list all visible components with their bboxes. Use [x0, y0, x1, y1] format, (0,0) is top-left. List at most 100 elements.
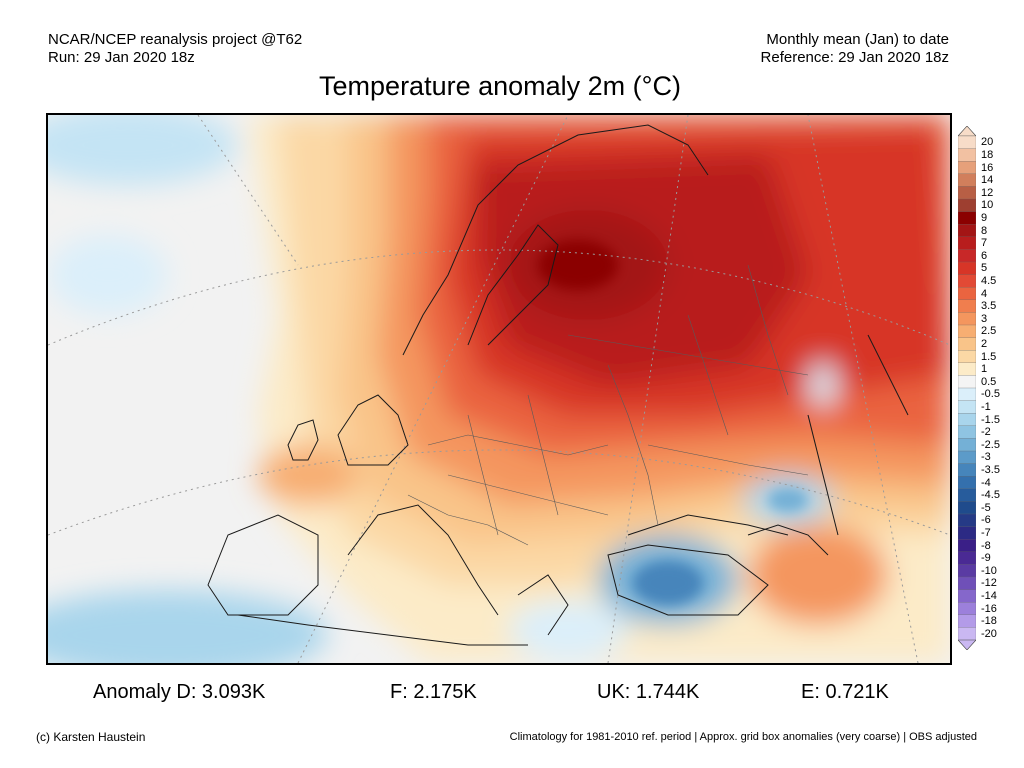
colorbar-segment — [957, 211, 977, 225]
colorbar-segment — [957, 161, 977, 175]
colorbar-segment — [957, 564, 977, 578]
colorbar-tick-label: -2 — [981, 426, 991, 439]
colorbar-segment — [957, 224, 977, 238]
colorbar-segment — [957, 350, 977, 364]
colorbar-tick-label: -0.5 — [981, 388, 1000, 401]
anomaly-map-canvas — [48, 115, 950, 663]
colorbar-tick-label: -7 — [981, 526, 991, 539]
colorbar-segment — [957, 173, 977, 187]
colorbar-tick-label: -1 — [981, 400, 991, 413]
colorbar-segment — [957, 513, 977, 528]
anomaly-uk: UK: 1.744K — [597, 681, 700, 703]
colorbar-segment — [957, 413, 977, 427]
colorbar-tick-label: -12 — [981, 577, 997, 590]
colorbar-tick-label: 12 — [981, 186, 994, 199]
colorbar — [957, 125, 977, 651]
colorbar-tick-label: 0.5 — [981, 375, 997, 388]
model-run-title: NCAR/NCEP reanalysis project @T62 — [48, 31, 303, 48]
colorbar-tick-label: -5 — [981, 501, 991, 514]
colorbar-segment — [957, 589, 977, 603]
colorbar-segment — [957, 450, 977, 465]
colorbar-segment — [957, 438, 977, 452]
colorbar-tick-label: -3.5 — [981, 463, 1000, 476]
averaging-period: Monthly mean (Jan) to date — [766, 31, 949, 48]
colorbar-tick-label: -20 — [981, 627, 997, 640]
colorbar-tick-label: 4.5 — [981, 274, 997, 287]
colorbar-segment — [957, 249, 977, 263]
colorbar-segment — [957, 135, 977, 150]
colorbar-segment — [957, 488, 977, 502]
colorbar-tick-label: 1.5 — [981, 350, 997, 363]
colorbar-tick-label: 3.5 — [981, 300, 997, 313]
colorbar-tick-label: -14 — [981, 589, 997, 602]
anomaly-spain: E: 0.721K — [801, 681, 889, 703]
colorbar-tick-label: -10 — [981, 564, 997, 577]
anomaly-detail — [538, 240, 808, 605]
colorbar-tick-label: 8 — [981, 224, 988, 237]
colorbar-tick-label: 2 — [981, 337, 988, 350]
colorbar-segment — [957, 299, 977, 313]
colorbar-tick-label: 18 — [981, 148, 994, 161]
colorbar-segment — [957, 236, 977, 250]
colorbar-tick-label: 7 — [981, 237, 988, 250]
colorbar-tick-label: -2.5 — [981, 438, 1000, 451]
colorbar-tick-label: 9 — [981, 211, 988, 224]
colorbar-segment — [957, 312, 977, 326]
colorbar-segment — [957, 539, 977, 553]
colorbar-segment — [957, 375, 977, 389]
colorbar-segment — [957, 274, 977, 288]
colorbar-tick-label: -4.5 — [981, 489, 1000, 502]
colorbar-tick-label: 6 — [981, 249, 988, 262]
colorbar-segment — [957, 400, 977, 414]
colorbar-segment — [957, 287, 977, 301]
anomaly-map — [46, 113, 952, 665]
colorbar-tip-top — [957, 125, 977, 137]
colorbar-tick-label: -9 — [981, 552, 991, 565]
colorbar-tip-bottom — [957, 639, 977, 651]
colorbar-tick-label: -18 — [981, 615, 997, 628]
coastlines — [207, 124, 909, 646]
colorbar-tick-label: 3 — [981, 312, 988, 325]
colorbar-tick-label: 20 — [981, 136, 994, 149]
colorbar-tick-label: 1 — [981, 363, 988, 376]
colorbar-tick-label: 14 — [981, 174, 994, 187]
colorbar-tick-label: 10 — [981, 199, 994, 212]
map-title: Temperature anomaly 2m (°C) — [319, 71, 681, 101]
colorbar-svg — [957, 125, 977, 651]
footnote: Climatology for 1981-2010 ref. period | … — [509, 731, 977, 743]
colorbar-segment — [957, 627, 977, 641]
colorbar-tick-label: -6 — [981, 514, 991, 527]
colorbar-segment — [957, 614, 977, 628]
colorbar-segment — [957, 526, 977, 540]
colorbar-segment — [957, 387, 977, 402]
colorbar-tick-label: -3 — [981, 451, 991, 464]
colorbar-tick-label: 5 — [981, 262, 988, 275]
colorbar-segment — [957, 362, 977, 376]
colorbar-segment — [957, 324, 977, 339]
colorbar-segment — [957, 476, 977, 490]
colorbar-segment — [957, 337, 977, 351]
country-borders — [407, 264, 809, 546]
colorbar-tick-label: -16 — [981, 602, 997, 615]
run-date: Run: 29 Jan 2020 18z — [48, 49, 195, 66]
colorbar-segment — [957, 261, 977, 276]
colorbar-segment — [957, 463, 977, 477]
anomaly-germany: Anomaly D: 3.093K — [93, 681, 266, 703]
colorbar-tick-label: 16 — [981, 161, 994, 174]
colorbar-segment — [957, 425, 977, 439]
colorbar-segment — [957, 551, 977, 565]
colorbar-tick-label: 4 — [981, 287, 988, 300]
graticule — [48, 115, 950, 663]
colorbar-segment — [957, 501, 977, 515]
copyright-credit: (c) Karsten Haustein — [36, 730, 146, 744]
colorbar-tick-label: -8 — [981, 539, 991, 552]
anomaly-france: F: 2.175K — [390, 681, 477, 703]
colorbar-tick-label: 2.5 — [981, 325, 997, 338]
reference-date: Reference: 29 Jan 2020 18z — [760, 49, 949, 66]
colorbar-segment — [957, 576, 977, 591]
colorbar-tick-label: -4 — [981, 476, 991, 489]
colorbar-segment — [957, 186, 977, 200]
colorbar-segment — [957, 602, 977, 616]
colorbar-segment — [957, 198, 977, 213]
colorbar-segment — [957, 148, 977, 162]
